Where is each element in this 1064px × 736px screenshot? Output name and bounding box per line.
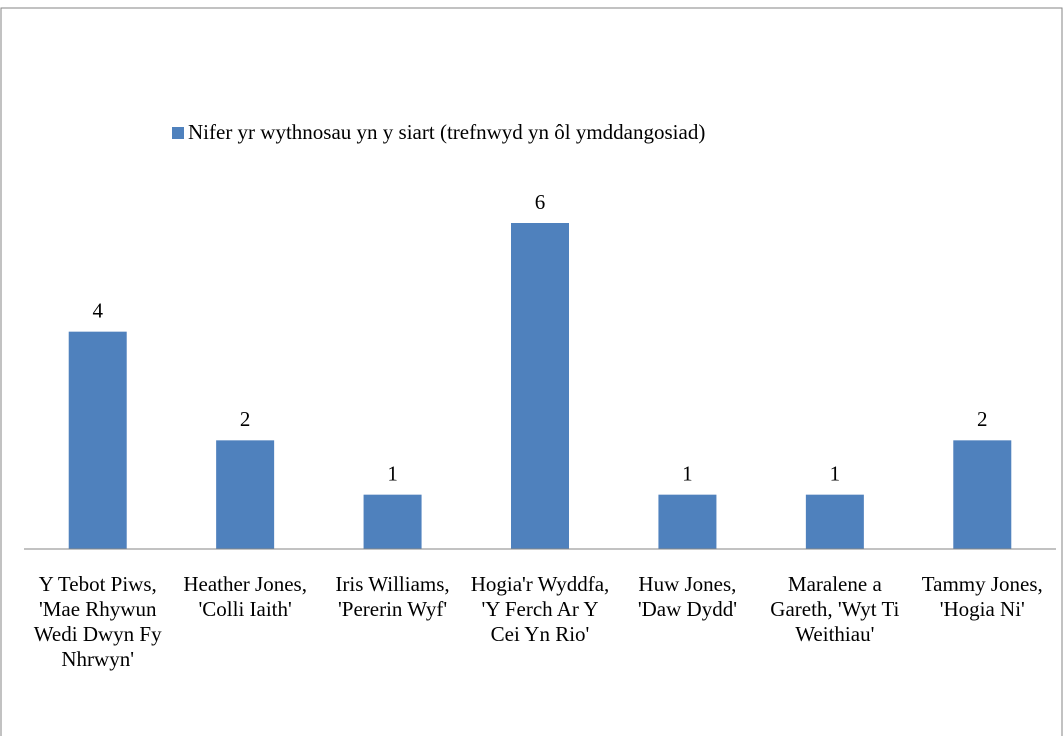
bar [363, 494, 422, 549]
bar [68, 331, 127, 549]
bar [805, 494, 864, 549]
bar [511, 223, 569, 549]
data-label: 6 [535, 190, 546, 214]
data-label: 1 [387, 461, 398, 485]
data-label: 1 [830, 461, 841, 485]
data-label: 1 [682, 461, 693, 485]
x-tick-label: Tammy Jones, 'Hogia Ni' [921, 572, 1043, 621]
bar [658, 494, 717, 549]
x-tick-label: Y Tebot Piws, 'Mae Rhywun Wedi Dwyn Fy N… [33, 572, 162, 671]
x-tick-label: Maralene a Gareth, 'Wyt Ti Weithiau' [770, 572, 900, 646]
legend-label: Nifer yr wythnosau yn y siart (trefnwyd … [188, 120, 705, 144]
data-label: 4 [92, 298, 103, 322]
x-tick-label: Heather Jones, 'Colli Iaith' [183, 572, 307, 621]
data-label: 2 [977, 407, 988, 431]
chart-border [0, 7, 1063, 736]
data-label: 2 [240, 407, 251, 431]
x-tick-label: Huw Jones, 'Daw Dydd' [637, 572, 737, 621]
legend-swatch [172, 127, 184, 139]
x-tick-label: Iris Williams, 'Pererin Wyf' [335, 572, 450, 621]
bar [953, 440, 1012, 549]
x-tick-label: Hogia'r Wyddfa, 'Y Ferch Ar Y Cei Yn Rio… [470, 572, 610, 646]
bar [216, 440, 275, 549]
